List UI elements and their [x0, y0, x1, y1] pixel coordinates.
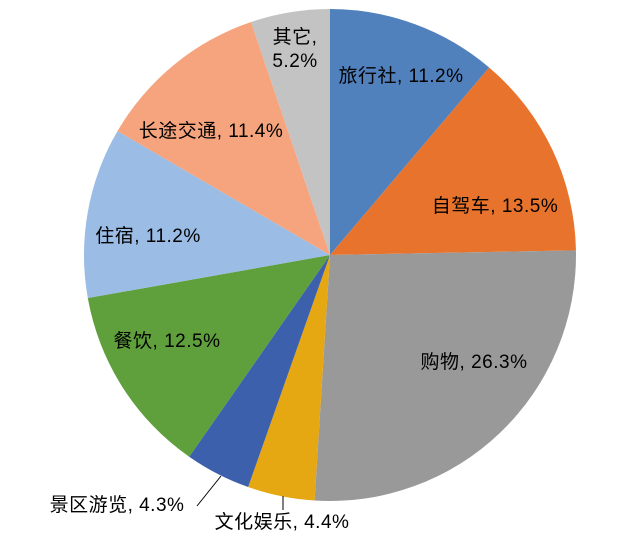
- pie-slice-scenic-tour: [189, 255, 330, 487]
- pie-slice-long-distance-transport: [117, 22, 330, 256]
- pie-slice-shopping: [314, 250, 577, 501]
- pie-slice-travel-agency: [330, 9, 490, 255]
- pie-slice-other: [251, 9, 330, 255]
- pie-slice-dining: [87, 255, 330, 457]
- leader-line-scenic-tour: [196, 475, 222, 507]
- pie-slice-culture-entertainment: [248, 255, 330, 501]
- pie-slice-lodging: [84, 131, 330, 299]
- pie-slice-self-drive: [330, 67, 576, 255]
